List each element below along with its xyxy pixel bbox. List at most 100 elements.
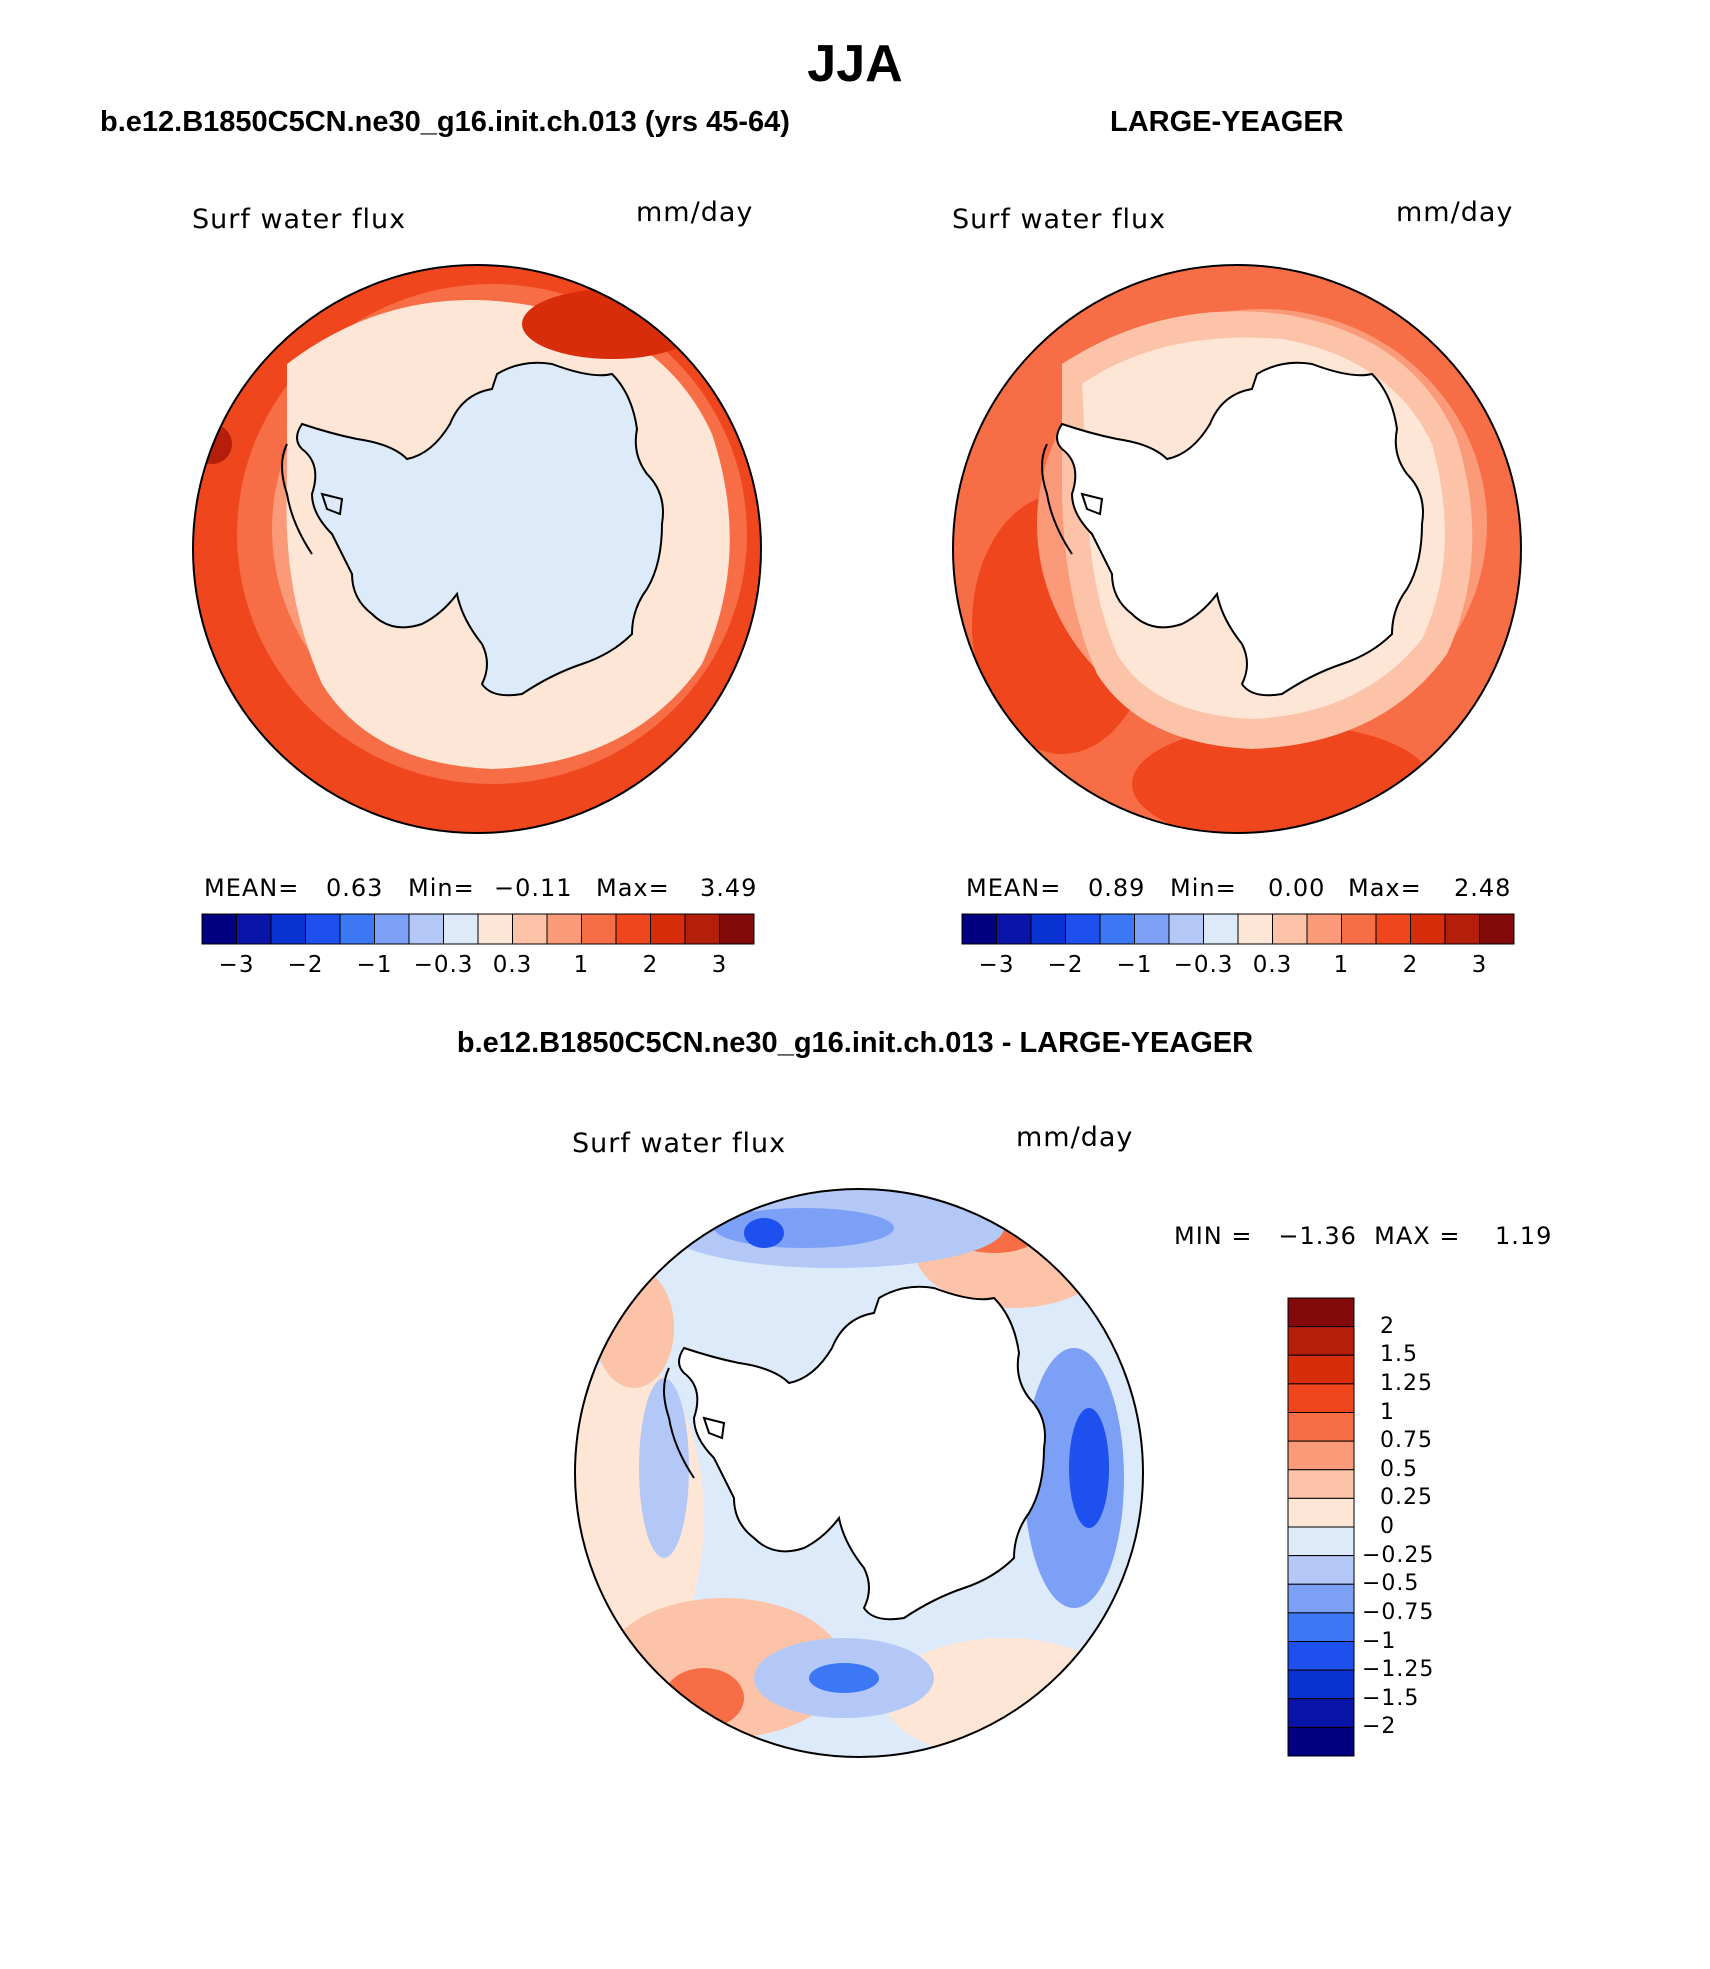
left-colorbar	[201, 913, 755, 945]
colorbar-swatch	[270, 913, 306, 945]
colorbar-tick-label: −0.25	[1362, 1542, 1435, 1568]
colorbar-swatch	[1287, 1469, 1355, 1499]
colorbar-swatch	[443, 913, 479, 945]
colorbar-swatch	[719, 913, 755, 945]
colorbar-swatch	[1287, 1641, 1355, 1671]
diff-negative-east-core	[1069, 1408, 1109, 1528]
right-min-value: 0.00	[1268, 874, 1326, 902]
left-peninsula-coast	[281, 443, 313, 555]
colorbar-swatch	[408, 913, 444, 945]
colorbar-tick-label: −0.5	[1362, 1571, 1420, 1597]
right-peninsula-coast	[1041, 443, 1073, 555]
colorbar-tick-label: −2	[287, 952, 324, 978]
right-antarctica-land	[1056, 361, 1424, 697]
colorbar-tick-label: −0.75	[1362, 1599, 1435, 1625]
colorbar-tick-label: 1.25	[1380, 1370, 1433, 1396]
difference-colorbar	[1287, 1297, 1355, 1757]
diff-ice-shelf-outline	[702, 1416, 726, 1440]
colorbar-tick-label: −0.3	[413, 952, 474, 978]
colorbar-swatch	[1287, 1326, 1355, 1356]
colorbar-swatch	[1287, 1698, 1355, 1728]
colorbar-tick-label: −1	[356, 952, 393, 978]
difference-polar-map	[574, 1188, 1144, 1758]
colorbar-swatch	[1168, 913, 1204, 945]
colorbar-tick-label: 0	[1380, 1514, 1395, 1539]
colorbar-swatch	[1030, 913, 1066, 945]
colorbar-swatch	[1287, 1583, 1355, 1614]
difference-panel-title: b.e12.B1850C5CN.ne30_g16.init.ch.013 - L…	[456, 1027, 1254, 1059]
colorbar-tick-label: −3	[978, 952, 1015, 978]
left-max-label: Max=	[596, 874, 670, 902]
left-min-value: −0.11	[494, 874, 573, 902]
colorbar-tick-label: −1	[1362, 1628, 1397, 1654]
diff-negative-north-core	[744, 1218, 784, 1248]
colorbar-swatch	[1287, 1726, 1355, 1757]
colorbar-tick-label: 2	[642, 952, 659, 978]
colorbar-tick-label: 1.5	[1380, 1342, 1418, 1368]
colorbar-swatch	[546, 913, 582, 945]
colorbar-tick-label: 2	[1402, 952, 1419, 978]
diff-antarctica-land	[678, 1285, 1046, 1621]
colorbar-tick-label: 0.3	[1252, 952, 1293, 978]
left-min-label: Min=	[408, 874, 475, 902]
right-mean-value: 0.89	[1088, 874, 1146, 902]
colorbar-swatch	[1287, 1354, 1355, 1385]
colorbar-swatch	[1287, 1555, 1355, 1585]
right-variable-label: Surf water flux	[952, 204, 1167, 235]
left-variable-label: Surf water flux	[192, 204, 407, 235]
colorbar-tick-label: 0.75	[1380, 1428, 1433, 1454]
colorbar-swatch	[236, 913, 272, 945]
right-polar-map	[952, 264, 1522, 834]
diff-negative-south-core	[809, 1663, 879, 1693]
colorbar-swatch	[1287, 1669, 1355, 1700]
colorbar-swatch	[684, 913, 720, 945]
left-colorbar-ticks: −3 −2 −1 −0.3 0.3 1 2 3	[202, 952, 754, 982]
colorbar-swatch	[1410, 913, 1446, 945]
colorbar-tick-label: −1	[1116, 952, 1153, 978]
left-mean-label: MEAN=	[204, 874, 300, 902]
colorbar-swatch	[650, 913, 686, 945]
right-ice-shelf-outline	[1080, 492, 1104, 516]
colorbar-swatch	[1479, 913, 1515, 945]
colorbar-swatch	[1341, 913, 1377, 945]
left-dark-patch	[193, 424, 232, 464]
colorbar-swatch	[1203, 913, 1239, 945]
colorbar-swatch	[1272, 913, 1308, 945]
colorbar-swatch	[512, 913, 548, 945]
colorbar-swatch	[1065, 913, 1101, 945]
colorbar-tick-label: 1	[1380, 1399, 1395, 1425]
colorbar-swatch	[1306, 913, 1342, 945]
diff-units-label: mm/day	[1016, 1122, 1134, 1153]
colorbar-swatch	[1287, 1612, 1355, 1642]
right-panel-title: LARGE-YEAGER	[1110, 106, 1344, 138]
diff-variable-label: Surf water flux	[572, 1128, 787, 1159]
colorbar-tick-label: −1.5	[1362, 1685, 1420, 1711]
colorbar-tick-label: 1	[1333, 952, 1350, 978]
colorbar-swatch	[1444, 913, 1480, 945]
colorbar-swatch	[1099, 913, 1135, 945]
colorbar-swatch	[1134, 913, 1170, 945]
left-panel-title: b.e12.B1850C5CN.ne30_g16.init.ch.013 (yr…	[100, 106, 790, 138]
left-units-label: mm/day	[636, 197, 754, 228]
colorbar-tick-label: −0.3	[1173, 952, 1234, 978]
colorbar-swatch	[1287, 1412, 1355, 1442]
main-title: JJA	[807, 35, 903, 93]
colorbar-swatch	[201, 913, 237, 945]
colorbar-swatch	[581, 913, 617, 945]
left-ice-shelf-outline	[320, 492, 344, 516]
diff-map-border	[574, 1188, 1144, 1758]
colorbar-swatch	[1287, 1440, 1355, 1471]
diff-peninsula-coast	[663, 1367, 695, 1479]
right-colorbar-ticks: −3 −2 −1 −0.3 0.3 1 2 3	[962, 952, 1514, 982]
colorbar-tick-label: −3	[218, 952, 255, 978]
colorbar-swatch	[339, 913, 375, 945]
colorbar-tick-label: −2	[1362, 1714, 1397, 1740]
colorbar-tick-label: 3	[711, 952, 728, 978]
colorbar-tick-label: 0.3	[492, 952, 533, 978]
colorbar-swatch	[615, 913, 651, 945]
colorbar-swatch	[477, 913, 513, 945]
colorbar-swatch	[1287, 1297, 1355, 1328]
colorbar-swatch	[305, 913, 341, 945]
colorbar-tick-label: 0.5	[1380, 1456, 1418, 1482]
colorbar-swatch	[1287, 1526, 1355, 1557]
